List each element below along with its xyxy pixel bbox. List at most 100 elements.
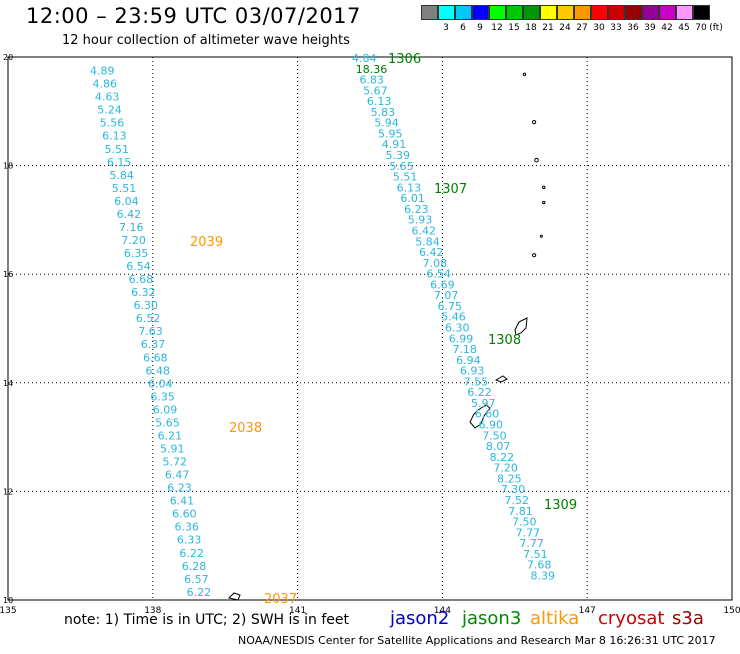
colorbar-label: 45: [678, 23, 690, 33]
wave-height-value: 6.75: [438, 300, 463, 313]
pass-time-label: 1306: [388, 52, 421, 67]
wave-height-value: 7.50: [482, 429, 507, 442]
island-outline: [542, 200, 546, 205]
lon-tick-label: 147: [579, 606, 596, 616]
wave-height-value: 5.46: [441, 311, 466, 324]
colorbar-label: 39: [644, 23, 656, 33]
colorbar-swatch: [659, 5, 676, 20]
colorbar-unit: (ft): [709, 23, 723, 33]
wave-height-value: 8.39: [531, 569, 556, 582]
colorbar-label: 24: [559, 23, 571, 33]
wave-height-value: 7.08: [423, 257, 448, 270]
island-guam: [469, 404, 491, 429]
island-south: [228, 592, 241, 601]
wave-height-value: 6.33: [177, 534, 202, 547]
satellite-legend-cryosat: cryosat: [598, 608, 665, 629]
colorbar-swatch: [455, 5, 472, 20]
pass-time-label: 1309: [544, 498, 577, 513]
wave-height-value: 6.68: [129, 273, 154, 286]
wave-height-value: 7.51: [523, 548, 548, 561]
wave-height-value: 6.54: [426, 268, 451, 281]
colorbar-label: 70: [695, 23, 707, 33]
pass-time-label: 2037: [264, 592, 297, 607]
wave-height-value: 7.68: [527, 559, 552, 572]
lat-tick-label: 10: [3, 596, 13, 605]
colorbar-swatch: [506, 5, 523, 20]
credit-line: NOAA/NESDIS Center for Satellite Applica…: [238, 634, 716, 647]
colorbar-label: 21: [542, 23, 554, 33]
lon-tick-label: 150: [723, 606, 740, 616]
wave-height-value: 6.15: [107, 156, 131, 169]
wave-height-value: 6.42: [419, 246, 444, 259]
colorbar-label: 18: [525, 23, 537, 33]
wave-height-value: 6.57: [184, 573, 209, 586]
wave-height-value: 6.21: [158, 429, 183, 442]
wave-height-value: 5.65: [389, 160, 414, 173]
wave-height-value: 4.91: [382, 138, 407, 151]
wave-height-value: 7.77: [516, 526, 541, 539]
lat-tick-label: 14: [3, 379, 13, 388]
wave-height-value: 7.07: [434, 289, 459, 302]
colorbar-label: 30: [593, 23, 605, 33]
wave-height-value: 5.67: [363, 84, 388, 97]
wave-height-value: 7.16: [119, 221, 144, 234]
colorbar-label: 27: [576, 23, 588, 33]
map-title: 12:00 – 23:59 UTC 03/07/2017: [26, 4, 361, 28]
island-outline: [532, 253, 537, 258]
wave-height-value: 8.25: [497, 472, 521, 485]
wave-height-value: 6.60: [475, 408, 500, 421]
wave-height-value: 6.69: [430, 278, 455, 291]
colorbar-label: 9: [477, 23, 483, 33]
colorbar-label: 33: [610, 23, 622, 33]
wave-height-value: 6.28: [182, 560, 207, 573]
wave-height-value: 6.42: [117, 208, 142, 221]
colorbar-label: 6: [460, 23, 466, 33]
lon-tick-label: 141: [289, 606, 306, 616]
wave-height-value: 6.30: [133, 299, 158, 312]
wave-height-value: 5.83: [371, 106, 396, 119]
wave-height-value: 7.63: [138, 325, 163, 338]
wave-height-value: 7.30: [501, 483, 526, 496]
wave-height-value: 5.94: [374, 117, 399, 130]
colorbar-label: 12: [491, 23, 503, 33]
colorbar-swatch: [421, 5, 438, 20]
map-subtitle: 12 hour collection of altimeter wave hei…: [62, 33, 350, 48]
wave-height-value: 5.51: [105, 143, 129, 156]
wave-height-value: 7.18: [452, 343, 477, 356]
wave-height-value: 6.52: [136, 312, 161, 325]
island-rota: [494, 375, 508, 383]
wave-height-value: 4.86: [92, 78, 117, 91]
wave-height-value: 5.84: [415, 235, 440, 248]
wave-height-value: 7.20: [493, 462, 518, 475]
wave-height-value: 6.99: [449, 332, 474, 345]
wave-height-value: 6.23: [404, 203, 429, 216]
island-outline: [542, 185, 546, 190]
wave-height-value: 5.51: [112, 182, 137, 195]
wave-height-value: 5.65: [155, 416, 180, 429]
colorbar-swatch: [438, 5, 455, 20]
wave-height-value: 7.81: [508, 505, 533, 518]
colorbar-swatch: [557, 5, 574, 20]
wave-height-value: 5.56: [100, 117, 125, 130]
colorbar-swatch: [574, 5, 591, 20]
wave-height-value: 6.37: [141, 338, 166, 351]
lat-tick-label: 12: [3, 487, 13, 496]
satellite-legend-jason2: jason2: [390, 608, 450, 629]
colorbar-swatch: [693, 5, 710, 20]
wave-height-value: 8.22: [490, 451, 515, 464]
wave-height-value: 6.01: [400, 192, 425, 205]
colorbar-label: 15: [508, 23, 520, 33]
wave-height-value: 7.77: [519, 537, 544, 550]
wave-height-value: 6.22: [187, 586, 212, 599]
satellite-legend-altika: altika: [530, 608, 580, 629]
wave-height-value: 18.36: [356, 63, 388, 76]
pass-time-label: 1307: [434, 182, 467, 197]
wave-height-value: 5.84: [109, 169, 134, 182]
pass-time-label: 1308: [488, 333, 521, 348]
wave-height-value: 7.55: [464, 375, 489, 388]
colorbar-label: 42: [661, 23, 673, 33]
wave-height-value: 7.50: [512, 516, 536, 529]
wave-height-value: 6.23: [167, 482, 192, 495]
wave-height-value: 6.48: [146, 364, 171, 377]
pass-time-label: 2039: [190, 235, 223, 250]
